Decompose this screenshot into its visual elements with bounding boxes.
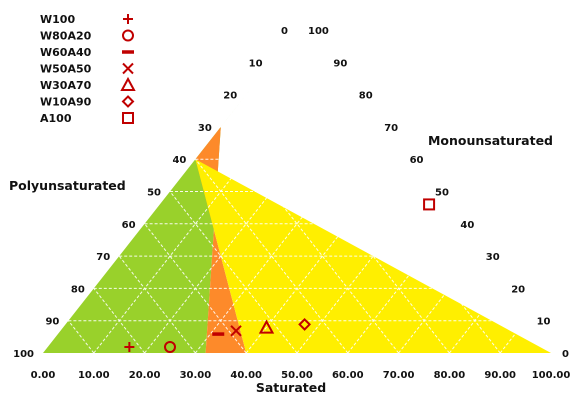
legend-label: W30A70 <box>40 79 92 92</box>
monounsaturated-tick-label: 80 <box>359 91 373 102</box>
legend-label: W10A90 <box>40 96 92 109</box>
monounsaturated-tick-label: 10 <box>537 317 551 328</box>
monounsaturated-tick-label: 60 <box>410 155 424 166</box>
polyunsaturated-tick-label: 30 <box>198 123 212 134</box>
legend-label: A100 <box>40 112 72 125</box>
monounsaturated-tick-label: 70 <box>384 123 398 134</box>
ternary-grid <box>68 61 526 354</box>
saturated-tick-label: 10.00 <box>78 370 110 381</box>
polyunsaturated-tick-label: 0 <box>281 26 288 37</box>
saturated-tick-label: 40.00 <box>230 370 262 381</box>
monounsaturated-tick-label: 90 <box>333 58 347 69</box>
grid-line <box>195 126 374 354</box>
polyunsaturated-axis-title: Polyunsaturated <box>9 178 126 193</box>
saturated-axis-title: Saturated <box>256 380 326 395</box>
data-point-w100 <box>124 342 135 352</box>
saturated-tick-label: 70.00 <box>383 370 415 381</box>
legend: W100 W80A20 W60A40 W50A50 W30A70 W10A90 A100 <box>40 13 136 125</box>
data-point-a100 <box>423 198 436 211</box>
legend-marker-w80a20 <box>122 29 134 42</box>
data-point-w80a20 <box>164 341 176 353</box>
saturated-tick-label: 20.00 <box>129 370 161 381</box>
legend-label: W100 <box>40 13 75 26</box>
polyunsaturated-tick-label: 90 <box>45 317 59 328</box>
polyunsaturated-tick-label: 80 <box>71 284 85 295</box>
monounsaturated-tick-label: 30 <box>486 252 500 263</box>
grid-line <box>195 158 349 354</box>
saturated-tick-label: 80.00 <box>434 370 466 381</box>
polyunsaturated-tick-label: 60 <box>122 220 136 231</box>
grid-line <box>398 255 476 354</box>
tick-labels: 0.00 10.00 20.00 30.00 40.00 50.00 60.00 70.00 8… <box>13 26 570 381</box>
grid-line <box>220 126 399 354</box>
saturated-tick-label: 50.00 <box>281 370 313 381</box>
monounsaturated-axis-title: Monounsaturated <box>428 133 553 148</box>
grid-line <box>144 223 247 354</box>
grid-line <box>499 320 526 354</box>
data-point-w30a70 <box>258 319 275 334</box>
polyunsaturated-tick-label: 10 <box>249 58 263 69</box>
data-point-w50a50 <box>230 325 242 337</box>
legend-marker-w100 <box>123 14 133 24</box>
legend-marker-w30a70 <box>120 76 136 91</box>
polyunsaturated-tick-label: 70 <box>96 252 110 263</box>
data-points <box>124 198 436 353</box>
grid-line <box>296 191 425 354</box>
data-point-w10a90 <box>298 317 312 331</box>
saturated-tick-label: 30.00 <box>180 370 212 381</box>
monounsaturated-tick-label: 100 <box>308 26 329 37</box>
saturated-tick-label: 0.00 <box>31 370 56 381</box>
legend-marker-w10a90 <box>121 95 135 108</box>
legend-label: W50A50 <box>40 63 92 76</box>
legend-marker-w50a50 <box>122 62 134 75</box>
monounsaturated-tick-label: 0 <box>562 349 569 360</box>
monounsaturated-tick-label: 20 <box>511 284 525 295</box>
saturated-tick-label: 60.00 <box>332 370 364 381</box>
polyunsaturated-tick-label: 100 <box>13 349 34 360</box>
grid-line <box>169 191 298 354</box>
saturated-tick-label: 100.00 <box>532 370 571 381</box>
grid-line <box>68 320 95 354</box>
saturated-tick-label: 90.00 <box>484 370 516 381</box>
grid-line <box>118 255 196 354</box>
polyunsaturated-tick-label: 40 <box>172 155 186 166</box>
grid-line <box>93 288 145 354</box>
legend-label: W60A40 <box>40 46 92 59</box>
polyunsaturated-tick-label: 50 <box>147 188 161 199</box>
legend-label: W80A20 <box>40 30 92 43</box>
polyunsaturated-tick-label: 20 <box>223 91 237 102</box>
monounsaturated-tick-label: 40 <box>460 220 474 231</box>
legend-marker-a100 <box>122 112 134 124</box>
grid-line <box>93 61 323 354</box>
grid-line <box>271 61 501 354</box>
monounsaturated-tick-label: 50 <box>435 188 449 199</box>
